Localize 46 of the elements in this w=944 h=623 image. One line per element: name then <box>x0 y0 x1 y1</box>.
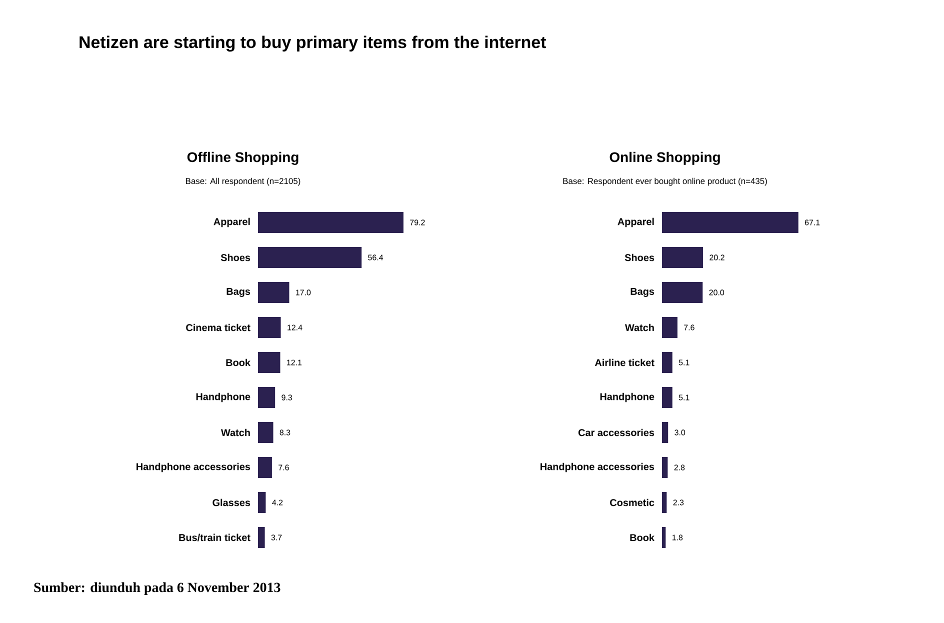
bar <box>258 422 274 443</box>
chart-title: Online Shopping <box>610 152 720 165</box>
bar <box>258 246 362 268</box>
y-tick-label: Watch <box>624 324 654 332</box>
y-tick-label: Handphone <box>600 392 654 402</box>
y-tick-label: Handphone <box>196 392 250 402</box>
y-tick-label: Cosmetic <box>610 498 654 506</box>
bar <box>662 492 667 513</box>
text: Sumber: diunduh pada 6 November 2013 <box>34 582 280 595</box>
bar <box>258 492 266 513</box>
y-tick-label: Glasses <box>212 498 250 506</box>
y-tick-label: Book <box>630 534 654 542</box>
bar <box>662 422 668 443</box>
bar <box>258 316 281 338</box>
y-tick-label: Apparel <box>214 218 250 228</box>
bar <box>258 352 280 373</box>
bar <box>258 212 404 233</box>
chart-subtitle: Base: All respondent (n=2105) <box>186 178 300 186</box>
y-tick-label: Handphone accessories <box>136 462 250 472</box>
bar <box>662 212 798 233</box>
y-tick-label: Airline ticket <box>594 358 654 366</box>
bar <box>662 352 672 373</box>
y-tick-label: Book <box>226 358 250 366</box>
y-tick-label: Bus/train ticket <box>179 534 250 542</box>
y-tick-label: Handphone accessories <box>540 462 654 472</box>
bar <box>258 456 272 478</box>
y-tick-label: Cinema ticket <box>186 324 250 332</box>
bar <box>662 246 704 268</box>
text: Netizen are starting to buy primary items from the internet <box>80 36 546 52</box>
y-tick-label: Apparel <box>618 218 654 228</box>
bar <box>662 526 666 548</box>
bar <box>258 282 290 303</box>
y-tick-label: Car accessories <box>578 428 654 436</box>
y-tick-label: Bags <box>226 288 250 297</box>
bar <box>258 386 276 408</box>
chart-subtitle: Base: Respondent ever bought online product (n=435) <box>563 178 767 186</box>
y-tick-label: Shoes <box>624 254 654 262</box>
bar <box>258 526 265 548</box>
bar <box>662 316 678 338</box>
y-tick-label: Watch <box>220 428 250 436</box>
chart-title: Offline Shopping <box>187 152 298 165</box>
bar <box>662 386 672 408</box>
y-tick-label: Bags <box>630 288 654 297</box>
y-tick-label: Shoes <box>220 254 250 262</box>
bar <box>662 282 703 303</box>
bar <box>662 456 668 478</box>
